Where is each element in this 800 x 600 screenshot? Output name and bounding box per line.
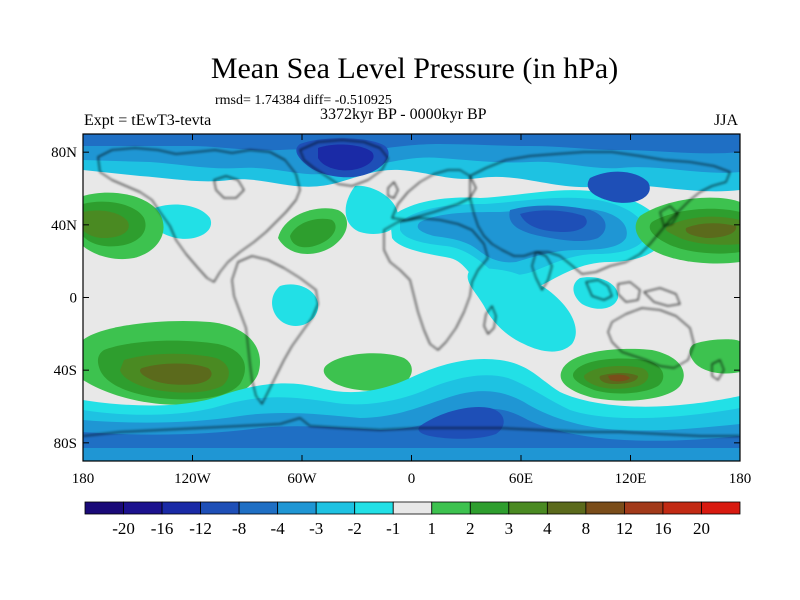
colorbar-label: 2 bbox=[466, 519, 475, 538]
south-pacific-high bbox=[83, 320, 260, 405]
colorbar-label: 3 bbox=[505, 519, 514, 538]
colorbar-swatch bbox=[469, 501, 510, 515]
indian-ocean-high bbox=[560, 348, 684, 401]
experiment-label: Expt = tEwT3-tevta bbox=[84, 112, 212, 129]
colorbar-label: 4 bbox=[543, 519, 552, 538]
colorbar-swatch bbox=[585, 501, 625, 515]
coastlines bbox=[83, 139, 740, 437]
latitude-axis: 80N 40N 0 40S 80S bbox=[51, 145, 740, 452]
lon-label: 180 bbox=[729, 471, 752, 487]
colorbar-label: -20 bbox=[112, 519, 135, 538]
period-label: 3372kyr BP - 0000kyr BP bbox=[320, 106, 487, 123]
pressure-field bbox=[83, 134, 740, 461]
indian-ocean-anomaly bbox=[467, 268, 576, 352]
colorbar-swatch bbox=[624, 501, 664, 515]
north-atlantic-high bbox=[278, 208, 348, 254]
northern-negative-anomaly bbox=[83, 134, 740, 192]
east-pacific-south-high bbox=[689, 339, 740, 374]
west-pacific-high bbox=[635, 197, 740, 264]
lat-label: 80N bbox=[51, 145, 77, 161]
colorbar-label: 20 bbox=[693, 519, 710, 538]
lon-label: 180 bbox=[72, 471, 95, 487]
pacific-cyan-blob bbox=[148, 204, 212, 239]
colorbar-label: 12 bbox=[616, 519, 633, 538]
lat-label: 0 bbox=[70, 291, 78, 307]
colorbar-label: -8 bbox=[232, 519, 246, 538]
south-america-anomaly bbox=[272, 284, 319, 327]
colorbar-swatch bbox=[508, 501, 548, 515]
colorbar-label: -1 bbox=[386, 519, 400, 538]
eurasia-negative-anomaly bbox=[390, 171, 665, 296]
colorbar-label: -4 bbox=[271, 519, 286, 538]
colorbar-swatch bbox=[701, 501, 741, 515]
colorbar-label: 8 bbox=[582, 519, 591, 538]
lon-label: 60W bbox=[287, 471, 317, 487]
colorbar-swatch bbox=[84, 501, 124, 515]
colorbar-swatch bbox=[161, 501, 201, 515]
lon-label: 60E bbox=[509, 471, 533, 487]
colorbar-swatch bbox=[392, 501, 433, 515]
longitude-axis: 180 120W 60W 0 60E 120E 180 bbox=[72, 134, 752, 487]
colorbar-swatch bbox=[315, 501, 356, 515]
southern-ocean-negative-anomaly bbox=[83, 358, 740, 461]
colorbar-swatch bbox=[546, 501, 587, 515]
atlantic-anomaly bbox=[345, 185, 399, 234]
colorbar: -20 -16 -12 -8 -4 -3 -2 -1 1 2 3 4 8 12 16 20 bbox=[84, 501, 741, 538]
lat-label: 40N bbox=[51, 218, 77, 234]
colorbar-swatch bbox=[277, 501, 317, 515]
colorbar-label: -3 bbox=[309, 519, 323, 538]
colorbar-label: -16 bbox=[151, 519, 174, 538]
colorbar-swatch bbox=[123, 501, 163, 515]
season-label: JJA bbox=[714, 112, 739, 129]
lat-label: 40S bbox=[54, 363, 77, 379]
chart-title: Mean Sea Level Pressure (in hPa) bbox=[210, 52, 619, 85]
colorbar-swatch bbox=[662, 501, 702, 515]
north-pacific-high bbox=[83, 192, 164, 260]
colorbar-label: -12 bbox=[189, 519, 212, 538]
lon-label: 0 bbox=[408, 471, 416, 487]
colorbar-swatch bbox=[238, 501, 279, 515]
colorbar-label: 1 bbox=[428, 519, 437, 538]
colorbar-swatch bbox=[200, 501, 240, 515]
lon-label: 120E bbox=[615, 471, 647, 487]
colorbar-label: 16 bbox=[654, 519, 671, 538]
colorbar-swatch bbox=[431, 501, 471, 515]
lat-label: 80S bbox=[54, 436, 77, 452]
colorbar-swatch bbox=[354, 501, 394, 515]
south-atlantic-high bbox=[323, 353, 412, 391]
stats-text: rmsd= 1.74384 diff= -0.510925 bbox=[215, 93, 392, 108]
colorbar-label: -2 bbox=[348, 519, 362, 538]
lon-label: 120W bbox=[174, 471, 212, 487]
